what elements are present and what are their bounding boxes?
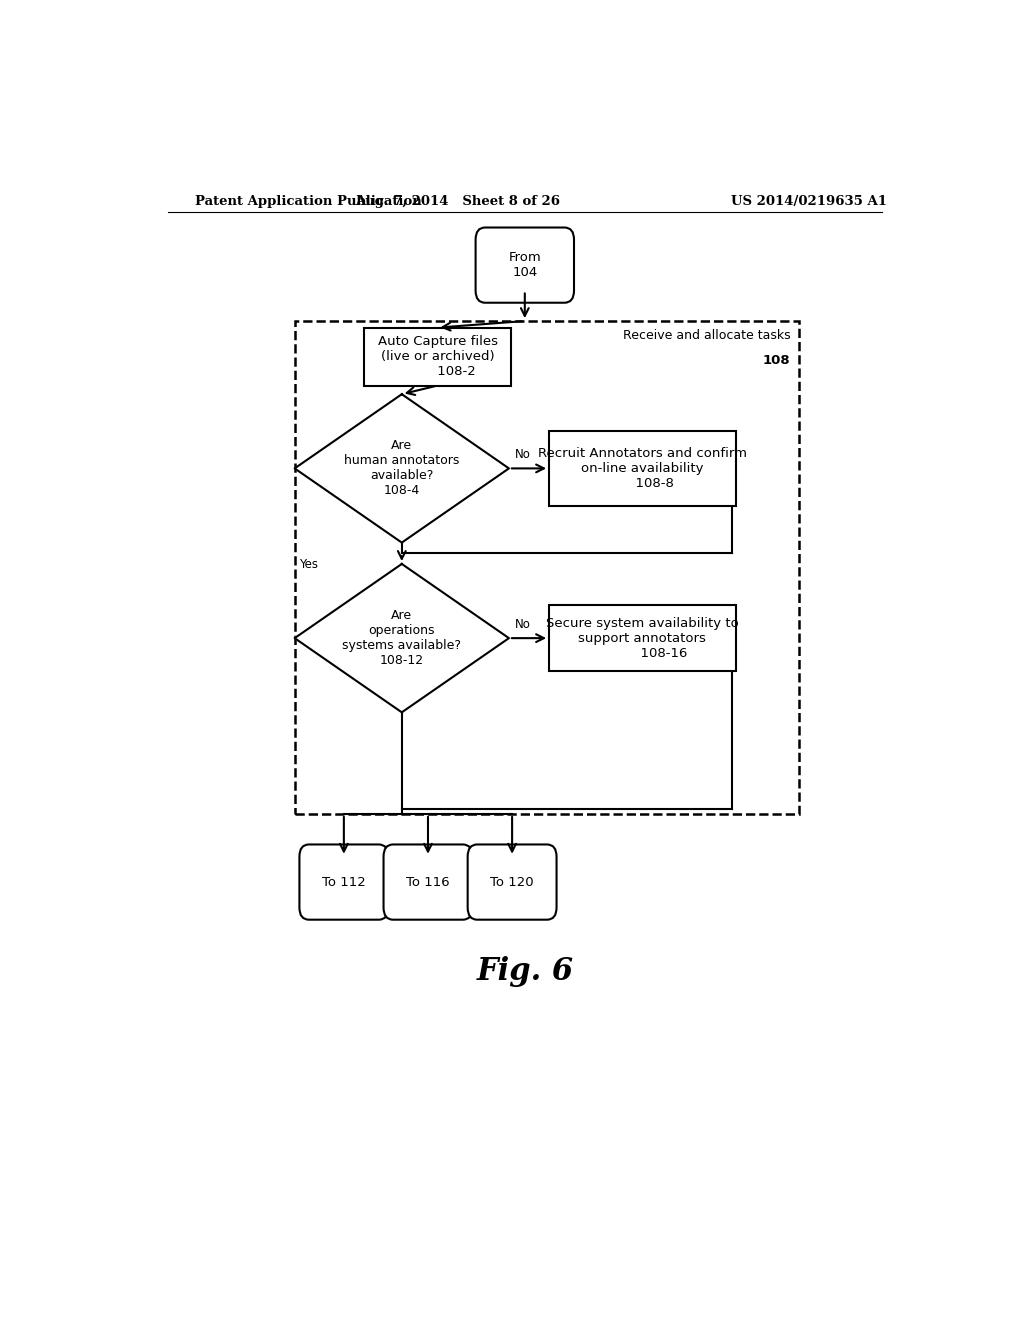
Text: Fig. 6: Fig. 6 — [476, 956, 573, 987]
Text: US 2014/0219635 A1: US 2014/0219635 A1 — [731, 194, 887, 207]
Text: Are
human annotators
available?
108-4: Are human annotators available? 108-4 — [344, 440, 460, 498]
Text: Yes: Yes — [299, 558, 317, 570]
FancyBboxPatch shape — [384, 845, 472, 920]
Text: To 116: To 116 — [407, 875, 450, 888]
FancyBboxPatch shape — [468, 845, 557, 920]
Text: To 112: To 112 — [322, 875, 366, 888]
Text: No: No — [515, 449, 531, 461]
Text: To 120: To 120 — [490, 875, 534, 888]
FancyBboxPatch shape — [475, 227, 574, 302]
Bar — [295, 321, 799, 814]
Text: No: No — [515, 618, 531, 631]
Polygon shape — [295, 395, 509, 543]
Text: Secure system availability to
support annotators
          108-16: Secure system availability to support an… — [546, 616, 738, 660]
Text: 108: 108 — [763, 354, 791, 367]
Bar — [365, 327, 511, 385]
Text: Patent Application Publication: Patent Application Publication — [196, 194, 422, 207]
Polygon shape — [295, 564, 509, 713]
Bar — [549, 432, 735, 506]
Bar — [549, 605, 735, 671]
Text: Recruit Annotators and confirm
on-line availability
      108-8: Recruit Annotators and confirm on-line a… — [538, 447, 746, 490]
FancyBboxPatch shape — [299, 845, 388, 920]
Text: Aug. 7, 2014   Sheet 8 of 26: Aug. 7, 2014 Sheet 8 of 26 — [355, 194, 560, 207]
Text: From
104: From 104 — [509, 251, 541, 279]
Text: Receive and allocate tasks: Receive and allocate tasks — [623, 329, 791, 342]
Text: Are
operations
systems available?
108-12: Are operations systems available? 108-12 — [342, 609, 461, 667]
Text: Auto Capture files
(live or archived)
         108-2: Auto Capture files (live or archived) 10… — [378, 335, 498, 378]
